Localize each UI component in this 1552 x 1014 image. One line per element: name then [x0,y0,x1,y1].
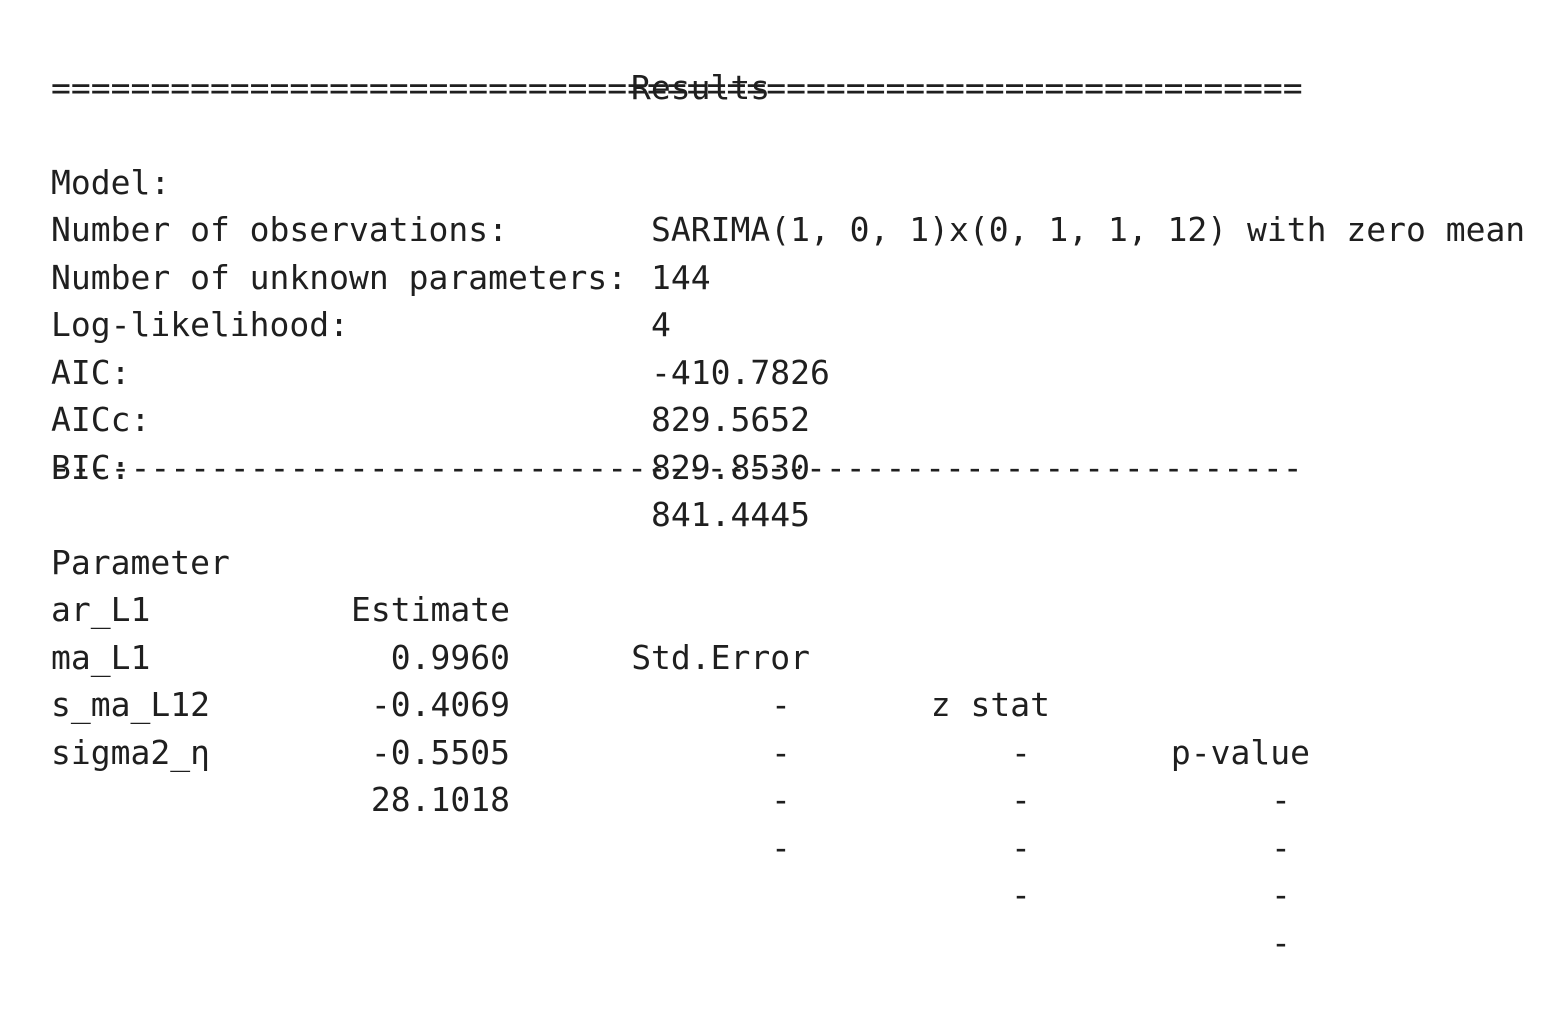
summary-row-aic: AIC: 829.5652 [51,301,1541,440]
summary-label: Number of unknown parameters: [51,257,628,297]
parameter-p-value: - [1271,780,1291,819]
results-output-page: { "title": "Results", "rule_double": "==… [51,16,1541,962]
parameter-estimate: -0.4069 [370,685,510,724]
summary-value: SARIMA(1, 0, 1)x(0, 1, 1, 12) with zero … [651,210,1526,249]
parameter-name: s_ma_L12 [51,685,210,724]
parameter-p-value: - [1271,875,1291,914]
summary-value: 144 [651,257,711,297]
column-header-estimate: Estimate [351,590,510,629]
parameter-std-error: - [771,685,791,724]
column-header-std-error: Std.Error [631,637,810,677]
table-row: ma_L1 -0.4069 - - - [51,586,1541,867]
parameter-estimate: 28.1018 [370,780,510,819]
parameter-std-error: - [771,732,791,772]
parameter-name: sigma2_η [51,732,210,772]
summary-row-log-likelihood: Log-likelihood: -410.7826 [51,254,1541,392]
parameter-z-stat: - [1011,780,1031,819]
summary-value: 829.8530 [651,447,810,487]
parameter-name: ar_L1 [51,590,151,629]
summary-label: Model: [51,162,171,202]
summary-row-observations: Number of observations: 144 [51,159,1541,297]
table-row: s_ma_L12 -0.5505 - - - [51,634,1541,914]
summary-value: 841.4445 [651,495,810,534]
parameter-std-error: - [771,827,791,867]
results-text-block: Results ================================… [51,16,1541,962]
table-row: ar_L1 0.9960 - - - [51,539,1541,819]
summary-value: 4 [651,305,671,344]
summary-row-unknown-parameters: Number of unknown parameters: 4 [51,206,1541,345]
column-header-p-value: p-value [1170,732,1310,772]
single-rule-divider: ----------------------------------------… [51,447,1303,487]
summary-row-bic: BIC: 841.4445 [51,396,1541,535]
results-title: Results [631,67,771,107]
table-header-row: Parameter Estimate Std.Error z stat p-va… [51,491,1541,772]
summary-label: BIC: [51,447,131,487]
summary-label: Log-likelihood: [51,305,350,344]
summary-label: AICc: [51,400,151,439]
summary-label: AIC: [51,352,131,392]
summary-value: 829.5652 [651,400,810,439]
parameter-p-value: - [1271,922,1291,962]
summary-label: Number of observations: [51,210,508,249]
parameter-z-stat: - [1011,732,1031,772]
summary-row-aicc: AICc: 829.8530 [51,349,1541,487]
parameter-name: ma_L1 [51,637,151,677]
parameter-z-stat: - [1011,827,1031,867]
parameter-z-stat: - [1011,875,1031,914]
summary-row-model: Model: SARIMA(1, 0, 1)x(0, 1, 1, 12) wit… [51,111,1541,250]
parameter-estimate: -0.5505 [370,732,510,772]
double-rule-divider: ========================================… [51,67,1303,107]
parameter-estimate: 0.9960 [390,637,510,677]
table-row: sigma2_η 28.1018 - - - [51,681,1541,962]
summary-value: -410.7826 [651,352,830,392]
parameter-p-value: - [1271,827,1291,867]
column-header-parameter: Parameter [51,542,230,582]
column-header-z-stat: z stat [930,685,1050,724]
parameter-std-error: - [771,780,791,819]
